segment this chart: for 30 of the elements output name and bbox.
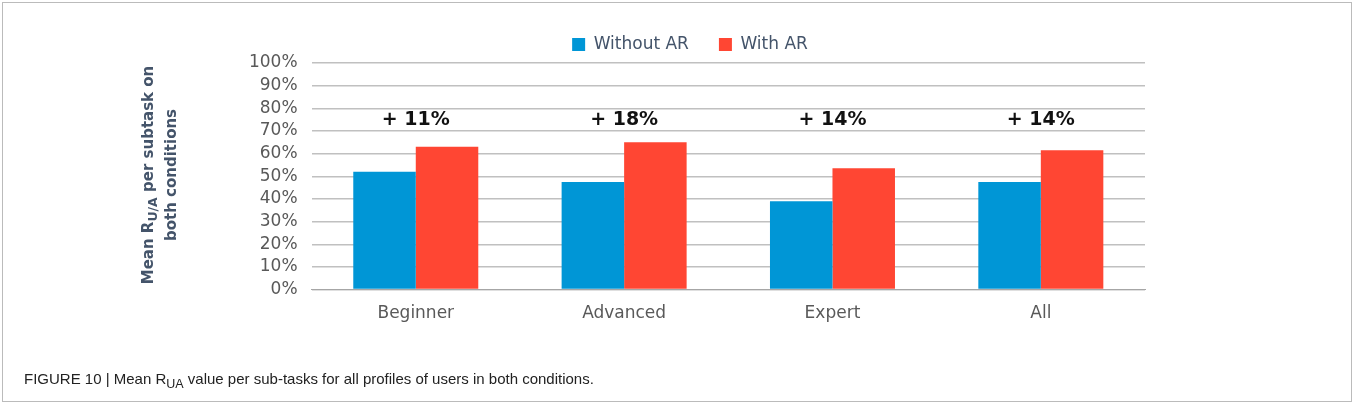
y-tick-label: 70% — [259, 119, 298, 140]
bar — [353, 171, 416, 289]
bar — [1040, 150, 1104, 289]
annotation: + 14% — [798, 106, 867, 129]
annotation: + 11% — [381, 106, 450, 129]
bar — [769, 201, 833, 289]
caption: FIGURE 10 | Mean R$_{UA}$ value per sub-tasks for all profiles of users in both conditions. — [24, 370, 594, 391]
x-tick-label: Beginner — [377, 302, 455, 323]
y-tick-label: 0% — [270, 278, 298, 299]
y-tick-label: 50% — [259, 164, 298, 185]
bar — [561, 181, 625, 289]
legend-label: Without AR — [593, 32, 690, 53]
x-tick-label: All — [1030, 302, 1052, 323]
bar — [624, 142, 687, 289]
bar — [978, 181, 1041, 289]
annotation: + 14% — [1006, 106, 1075, 129]
bar — [415, 146, 479, 289]
x-tick-label: Expert — [804, 302, 861, 323]
y-tick-label: 90% — [259, 74, 298, 95]
y-tick-label: 10% — [259, 255, 298, 276]
x-tick-label: Advanced — [582, 302, 667, 323]
y-tick-label: 100% — [248, 51, 298, 72]
y-tick-label: 40% — [259, 187, 298, 208]
annotation: + 18% — [590, 106, 659, 129]
y-tick-label: 20% — [259, 232, 298, 253]
bar — [832, 168, 895, 289]
y-tick-label: 80% — [259, 96, 298, 117]
legend-label: With AR — [740, 32, 809, 53]
y-tick-label: 30% — [259, 210, 298, 231]
y-tick-label: 60% — [259, 142, 298, 163]
